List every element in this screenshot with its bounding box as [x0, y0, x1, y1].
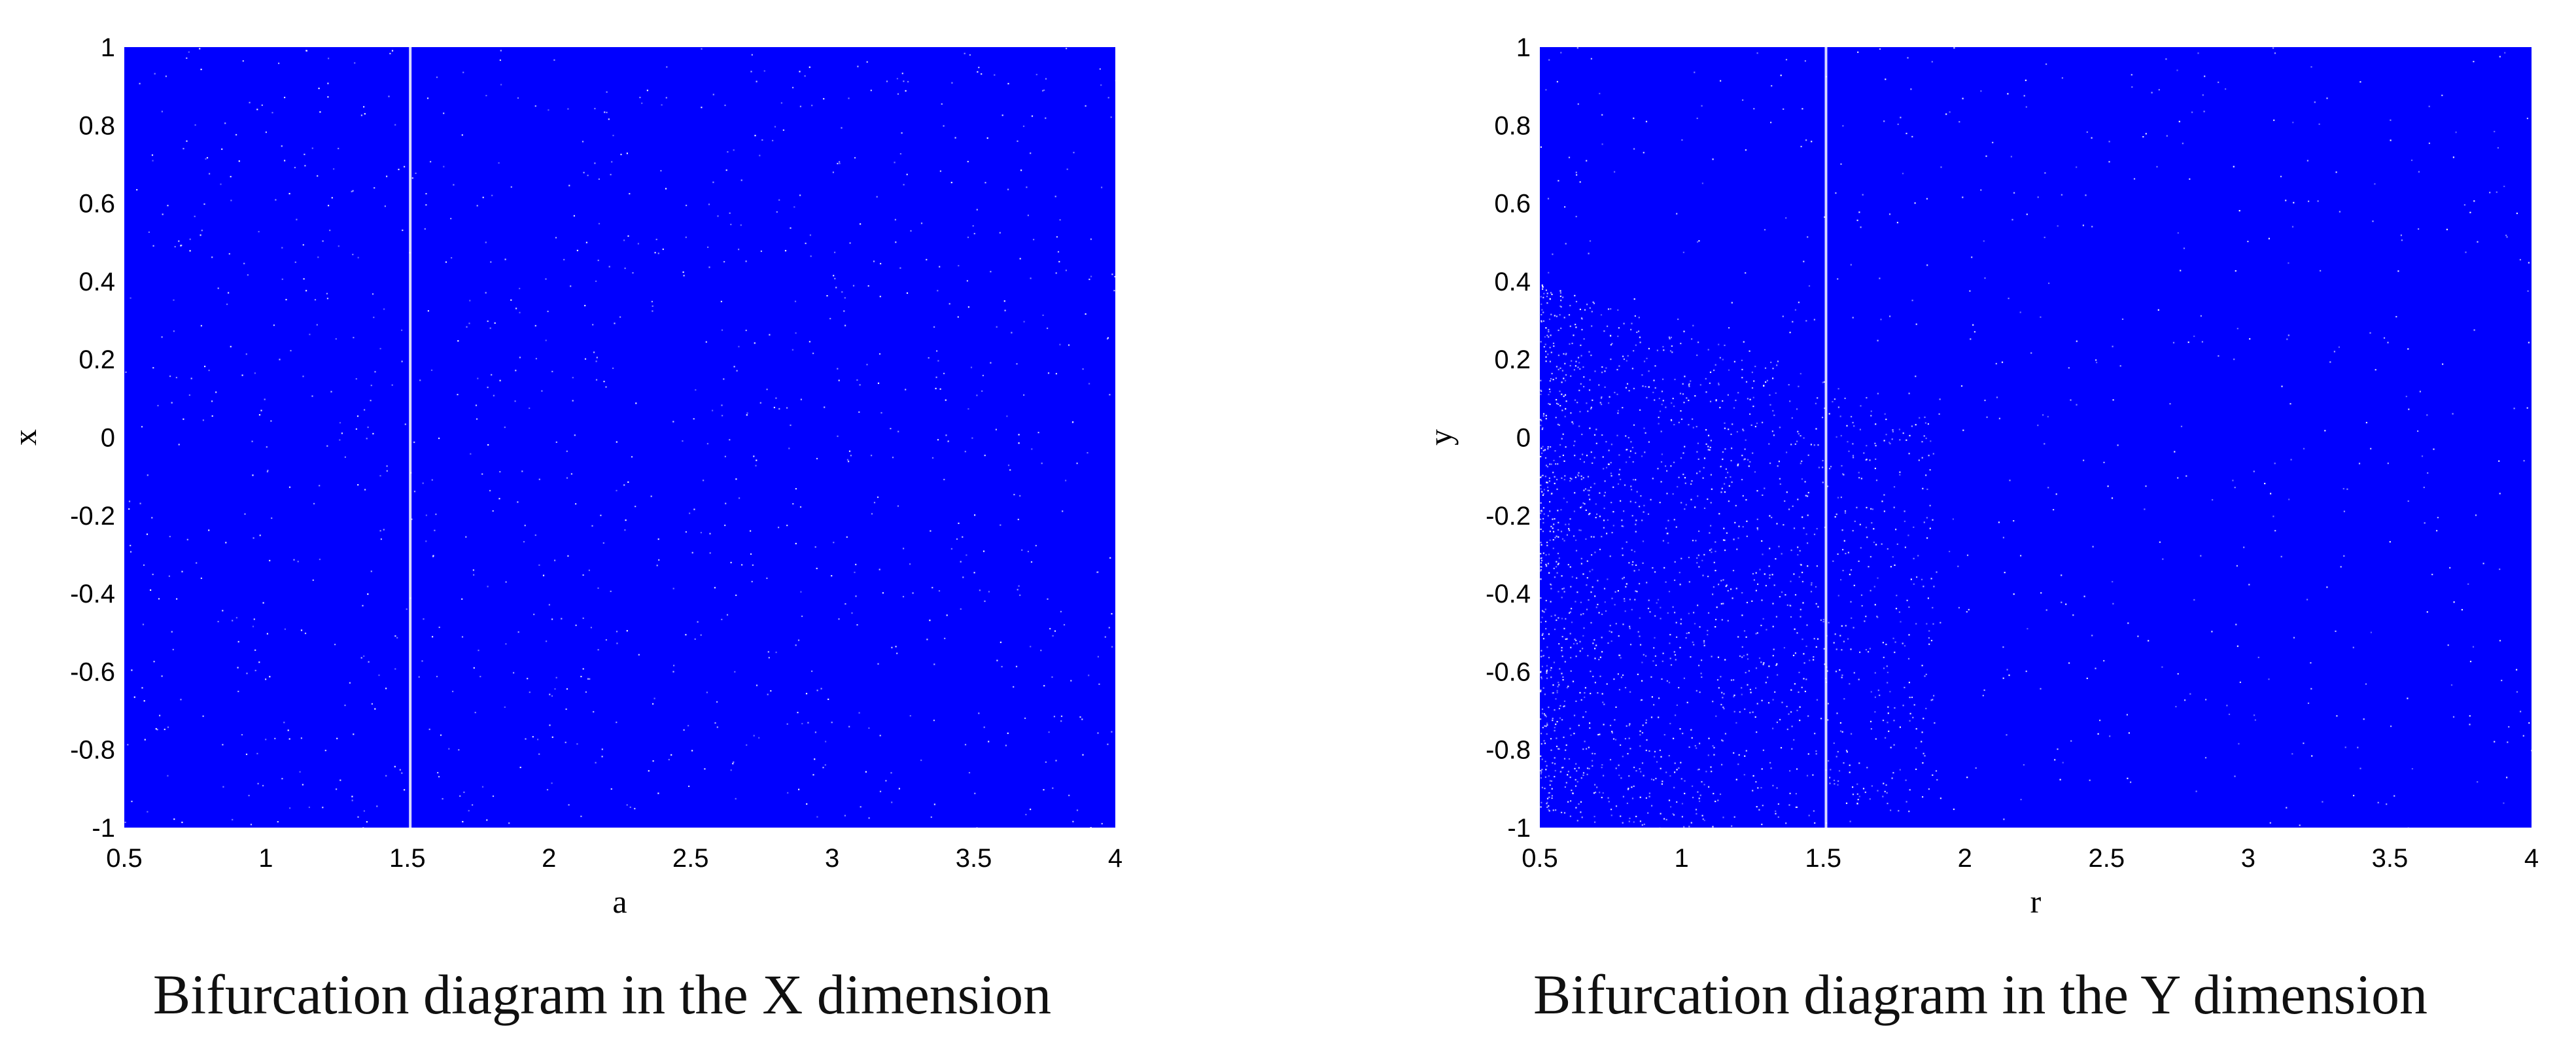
y-axis-label: y	[1422, 429, 1459, 446]
x-tick-label: 3.5	[2372, 844, 2409, 873]
gap-line	[1824, 47, 1828, 828]
y-tick-label: 0.8	[78, 111, 115, 140]
bifurcation-plot-y: 1 0.8 0.6 0.4 0.2 0 -0.2 -0.4 -0.6 -0.8 -10.5 1 1.5 2…	[1422, 33, 2539, 936]
scatter-speckles	[1540, 47, 2533, 936]
x-tick-label: 3.5	[956, 844, 992, 873]
y-axis-label: x	[7, 429, 43, 446]
y-tick-label: 0.4	[78, 268, 115, 296]
y-tick-label: -0.6	[1486, 658, 1531, 686]
x-tick-label: 2.5	[2088, 844, 2125, 873]
x-axis-label: a	[612, 883, 627, 920]
x-tick-label: 0.5	[106, 844, 143, 873]
y-tick-label: 0.2	[1494, 345, 1531, 374]
y-tick-label: 0.6	[1494, 190, 1531, 219]
y-tick-label: 0	[101, 424, 115, 453]
y-tick-label: 1	[101, 33, 115, 62]
chart-panel-y: 1 0.8 0.6 0.4 0.2 0 -0.2 -0.4 -0.6 -0.8 -1 0.5 1 1.5 2…	[1288, 0, 2576, 1052]
x-tick-label: 2	[542, 844, 556, 873]
scatter-speckles	[124, 48, 1117, 829]
x-tick-label: 2.5	[672, 844, 709, 873]
y-tick-label: 1	[1516, 33, 1531, 62]
bifurcation-plot-x: 1 0.8 0.6 0.4 0.2 0 -0.2 -0.4 -0.6 -0.8 -10.5 1 1.5 2…	[7, 33, 1123, 920]
y-tick-label: -0.8	[1486, 736, 1531, 765]
chart-panel-x: 1 0.8 0.6 0.4 0.2 0 -0.2 -0.4 -0.6 -0.8 -1 0.5 1 1.5 2…	[7, 33, 1123, 1026]
x-tick-label: 1	[1674, 844, 1688, 873]
caption-x: Bifurcation diagram in the X dimension	[152, 963, 1052, 1026]
y-tick-label: -0.2	[70, 502, 115, 531]
scatter-series-region	[124, 47, 1115, 828]
x-axis-label: r	[2030, 883, 2042, 920]
y-tick-label: -0.6	[70, 658, 115, 686]
scatter-series-region	[1540, 47, 2532, 828]
x-tick-label: 1.5	[389, 844, 426, 873]
y-tick-label: 0	[1516, 424, 1531, 453]
y-tick-label: 0.8	[1494, 111, 1531, 140]
y-tick-label: 0.2	[78, 345, 115, 374]
y-tick-label: -0.4	[70, 580, 115, 608]
x-tick-label: 0.5	[1522, 844, 1558, 873]
y-tick-label: 0.4	[1494, 268, 1531, 296]
caption-y: Bifurcation diagram in the Y dimension	[1533, 963, 2428, 1026]
x-tick-label: 3	[825, 844, 839, 873]
y-tick-label: -1	[1507, 814, 1531, 843]
y-tick-label: -0.8	[70, 736, 115, 765]
x-tick-label: 4	[2524, 844, 2539, 873]
x-tick-label: 3	[2241, 844, 2255, 873]
x-tick-label: 1	[258, 844, 273, 873]
x-tick-label: 4	[1108, 844, 1123, 873]
y-tick-label: -0.4	[1486, 580, 1531, 608]
y-tick-label: 0.6	[78, 190, 115, 219]
x-tick-label: 1.5	[1805, 844, 1841, 873]
y-tick-label: -1	[92, 814, 115, 843]
x-tick-label: 2	[1958, 844, 1972, 873]
gap-line	[409, 47, 412, 828]
y-tick-label: -0.2	[1486, 502, 1531, 531]
